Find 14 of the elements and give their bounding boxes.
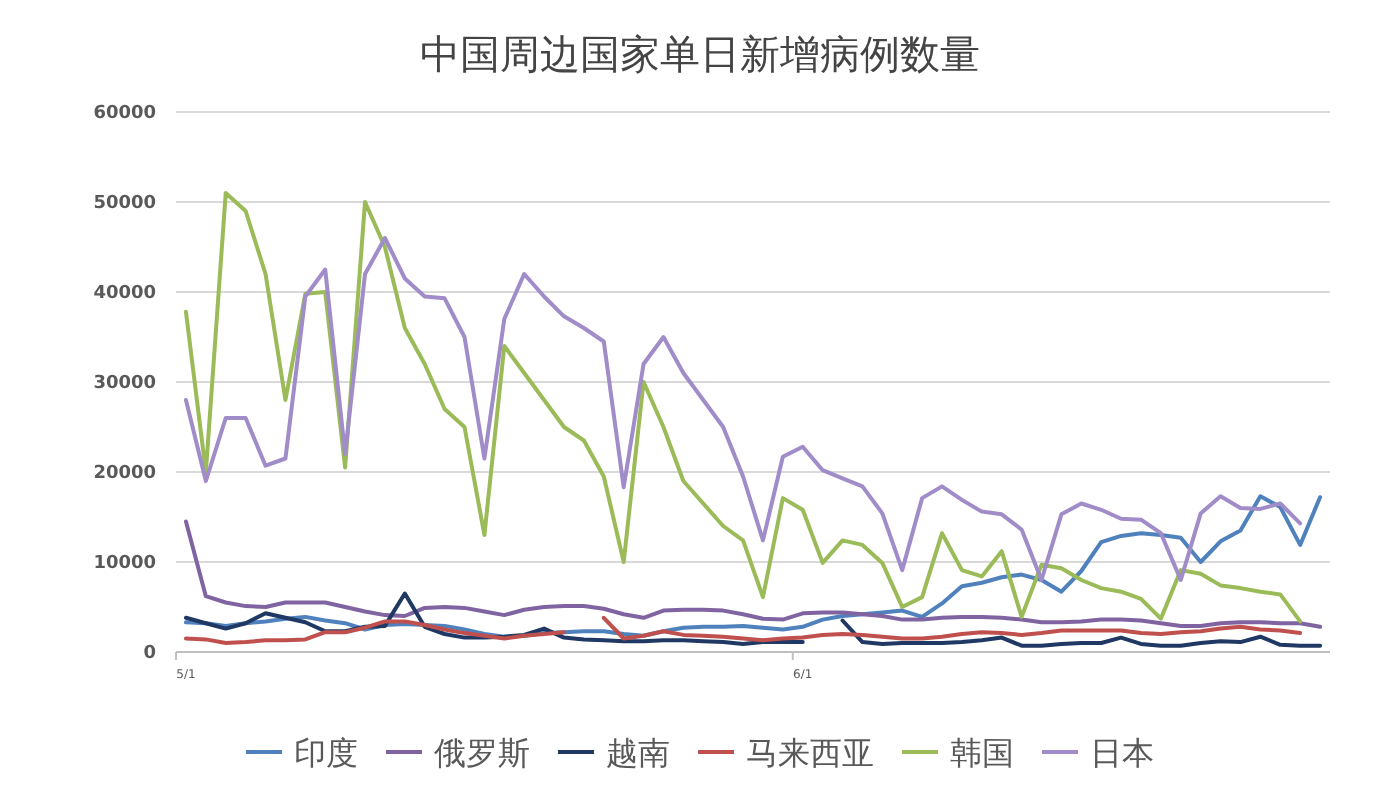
y-tick-label: 40000 (93, 284, 156, 304)
y-tick-label: 20000 (93, 464, 156, 484)
legend-label: 韩国 (950, 734, 1014, 772)
legend-label: 印度 (294, 734, 358, 772)
legend-label: 越南 (606, 734, 670, 772)
legend-label: 日本 (1090, 734, 1154, 772)
y-tick-label: 10000 (93, 554, 156, 574)
y-tick-label: 30000 (93, 374, 156, 394)
legend-label: 俄罗斯 (434, 734, 530, 772)
y-tick-label: 50000 (93, 194, 156, 214)
chart-title: 中国周边国家单日新增病例数量 (420, 30, 980, 78)
y-tick-label: 0 (143, 644, 156, 664)
y-tick-label: 60000 (93, 104, 156, 124)
legend-label: 马来西亚 (746, 734, 874, 772)
